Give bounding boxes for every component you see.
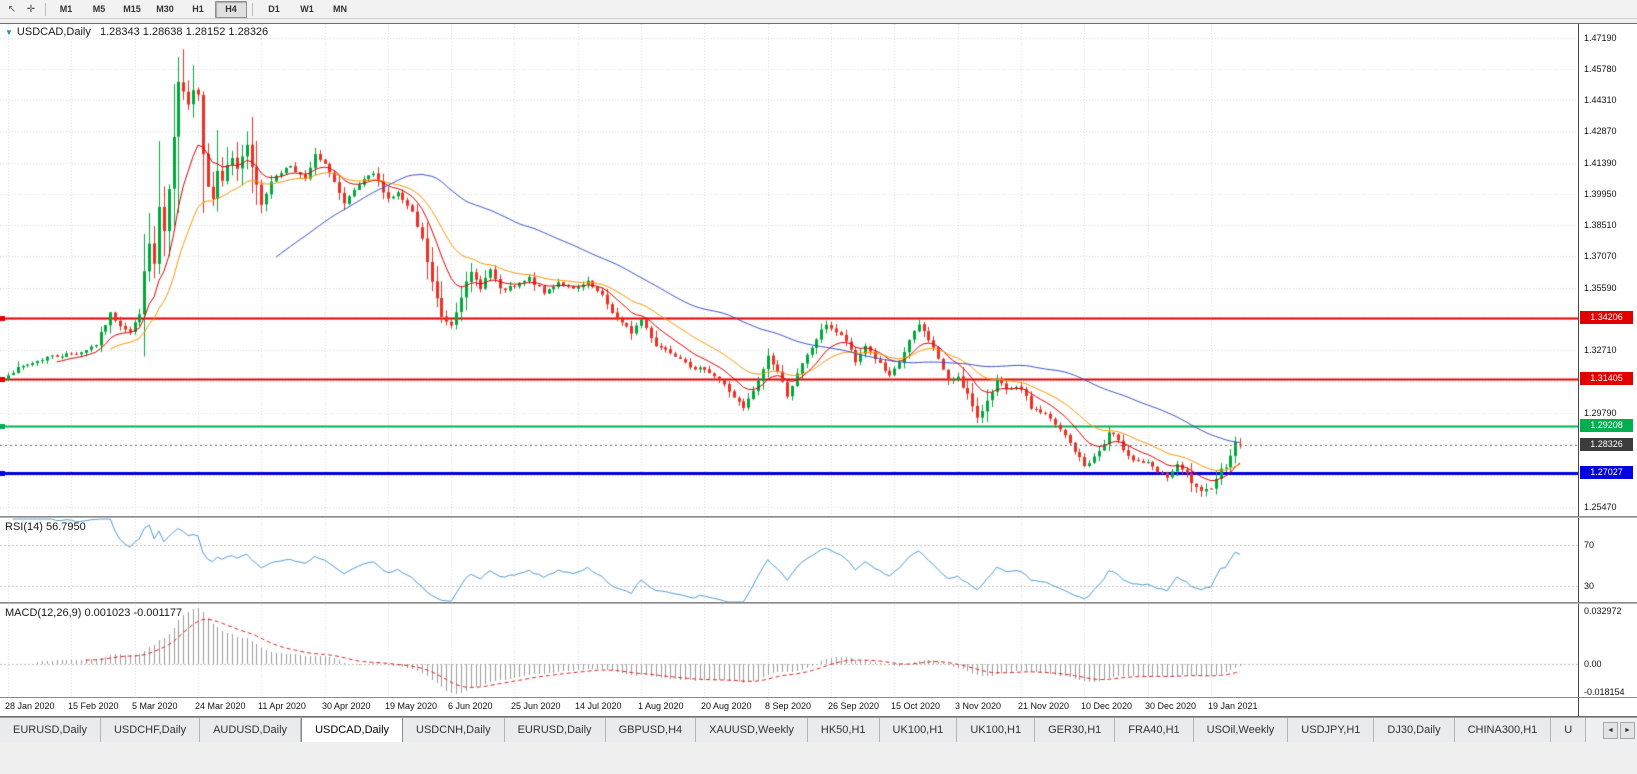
- macd-current-values: 0.001023 -0.001177: [84, 607, 183, 619]
- timeframe-button-m5[interactable]: M5: [92, 4, 106, 14]
- date-tick-label: 30 Dec 2020: [1145, 701, 1197, 711]
- price-axis[interactable]: 1.47190 1.45780 1.44310 1.42870 1.41390 1.399…: [1578, 24, 1635, 716]
- chart-tab-gbpusd-h4[interactable]: GBPUSD,H4: [605, 718, 697, 742]
- price-tick-label: 1.39950: [1584, 189, 1617, 199]
- tab-scroll-buttons: ◄ ►: [1603, 722, 1635, 739]
- date-tick-label: 28 Jan 2020: [5, 701, 55, 711]
- date-tick-label: 6 Jun 2020: [448, 701, 493, 711]
- timeframe-button-m1[interactable]: M1: [59, 4, 73, 14]
- price-tick-label: 1.32710: [1584, 345, 1617, 355]
- current-price-tag: 1.28326: [1580, 438, 1633, 451]
- chart-tab-uk100-h1[interactable]: UK100,H1: [879, 718, 958, 742]
- date-tick-label: 19 May 2020: [385, 701, 438, 711]
- date-tick-label: 3 Nov 2020: [955, 701, 1002, 711]
- date-tick-label: 5 Mar 2020: [132, 701, 178, 711]
- price-tick-label: 1.41390: [1584, 158, 1617, 168]
- date-tick-label: 15 Oct 2020: [891, 701, 941, 711]
- price-tick-label: 1.29790: [1584, 408, 1617, 418]
- crosshair-icon[interactable]: ✛: [26, 3, 36, 15]
- date-tick-label: 10 Dec 2020: [1081, 701, 1133, 711]
- macd-min-label: -0.018154: [1584, 687, 1625, 697]
- tab-scroll-right-button[interactable]: ►: [1620, 722, 1635, 739]
- date-tick-label: 11 Apr 2020: [258, 701, 306, 711]
- price-chart-canvas[interactable]: [0, 24, 1578, 716]
- price-tick-label: 1.47190: [1584, 33, 1617, 43]
- timeframe-button-h4[interactable]: H4: [215, 0, 247, 18]
- chart-tab-eurusd-daily[interactable]: EURUSD,Daily: [0, 718, 101, 742]
- timeframe-button-w1[interactable]: W1: [300, 4, 314, 14]
- macd-max-label: 0.032972: [1584, 606, 1622, 616]
- date-tick-label: 30 Apr 2020: [322, 701, 371, 711]
- chart-title-symbol: USDCAD,Daily: [16, 26, 91, 38]
- timeframe-toolbar: ↖ ✛ M1 M5 M15 M30 H1 H4 D1 W1 MN: [0, 0, 1637, 19]
- chart-tab-hk50-h1[interactable]: HK50,H1: [807, 718, 880, 742]
- cursor-icon[interactable]: ↖: [7, 3, 17, 15]
- date-tick-label: 20 Aug 2020: [701, 701, 752, 711]
- date-tick-label: 24 Mar 2020: [195, 701, 246, 711]
- date-tick-label: 14 Jul 2020: [575, 701, 622, 711]
- pane-separator[interactable]: [0, 602, 1637, 604]
- chart-tab-usoil-weekly[interactable]: USOil,Weekly: [1193, 718, 1289, 742]
- rsi-level-label: 30: [1584, 581, 1595, 591]
- chart-window: ▼ USDCAD,Daily 1.28343 1.28638 1.28152 1.…: [0, 23, 1637, 717]
- chart-tab-usdchf-daily[interactable]: USDCHF,Daily: [100, 718, 201, 742]
- chart-tab-audusd-daily[interactable]: AUDUSD,Daily: [200, 718, 302, 742]
- price-tick-label: 1.44310: [1584, 95, 1617, 105]
- chart-title: ▼ USDCAD,Daily 1.28343 1.28638 1.28152 1.…: [5, 26, 268, 38]
- chart-tab-xauusd-weekly[interactable]: XAUUSD,Weekly: [696, 718, 808, 742]
- chart-tab-usdcad-daily[interactable]: USDCAD,Daily: [301, 718, 404, 742]
- date-tick-label: 8 Sep 2020: [765, 701, 812, 711]
- macd-indicator-label: MACD(12,26,9) 0.001023 -0.001177: [5, 607, 182, 619]
- rsi-name: RSI(14): [5, 521, 43, 533]
- price-tick-label: 1.25470: [1584, 502, 1617, 512]
- resistance-line-lower-tag: 1.31405: [1580, 372, 1633, 385]
- chart-tab-uk100-h1[interactable]: UK100,H1: [957, 718, 1036, 742]
- tab-scroll-left-button[interactable]: ◄: [1603, 722, 1618, 739]
- price-tick-label: 1.35590: [1584, 283, 1617, 293]
- chart-title-quotes: 1.28343 1.28638 1.28152 1.28326: [99, 26, 269, 38]
- timeframe-button-h1[interactable]: H1: [192, 4, 204, 14]
- price-tick-label: 1.42870: [1584, 126, 1617, 136]
- timeframe-button-mn[interactable]: MN: [333, 4, 347, 14]
- toolbar-separator: [252, 2, 253, 16]
- tab-list: EURUSD,Daily USDCHF,Daily AUDUSD,Daily USDC…: [0, 718, 1637, 742]
- chart-tab-eurusd-daily[interactable]: EURUSD,Daily: [504, 718, 606, 742]
- price-tick-label: 1.37070: [1584, 251, 1617, 261]
- chart-tab-fra40-h1[interactable]: FRA40,H1: [1115, 718, 1194, 742]
- timeframe-button-m30[interactable]: M30: [156, 4, 174, 14]
- rsi-current-value: 56.7950: [45, 521, 86, 533]
- price-tick-label: 1.45780: [1584, 64, 1617, 74]
- support-line-green-tag: 1.29208: [1580, 419, 1633, 432]
- timeframe-buttons: M1 M5 M15 M30 H1 H4 D1 W1 MN: [50, 0, 356, 18]
- status-bar: [0, 742, 1637, 774]
- date-axis-separator: [0, 697, 1637, 698]
- chart-tab-u[interactable]: U: [1551, 718, 1587, 742]
- macd-name: MACD(12,26,9): [5, 607, 82, 619]
- toolbar-separator: [45, 2, 46, 16]
- date-tick-label: 25 Jun 2020: [511, 701, 561, 711]
- date-tick-label: 1 Aug 2020: [638, 701, 684, 711]
- chart-tab-bar: EURUSD,Daily USDCHF,Daily AUDUSD,Daily USDC…: [0, 717, 1637, 742]
- date-tick-label: 15 Feb 2020: [68, 701, 119, 711]
- timeframe-button-m15[interactable]: M15: [123, 4, 141, 14]
- chart-tab-usdcnh-daily[interactable]: USDCNH,Daily: [403, 718, 505, 742]
- date-tick-label: 19 Jan 2021: [1208, 701, 1258, 711]
- chart-tab-ger30-h1[interactable]: GER30,H1: [1035, 718, 1116, 742]
- timeframe-button-d1[interactable]: D1: [268, 4, 280, 14]
- chart-symbol-icon: ▼: [5, 28, 13, 37]
- price-tick-label: 1.38510: [1584, 220, 1617, 230]
- date-tick-label: 26 Sep 2020: [828, 701, 880, 711]
- chart-tab-china300-h1[interactable]: CHINA300,H1: [1454, 718, 1552, 742]
- rsi-level-label: 70: [1584, 540, 1595, 550]
- chart-tab-usdjpy-h1[interactable]: USDJPY,H1: [1288, 718, 1375, 742]
- resistance-line-upper-tag: 1.34206: [1580, 311, 1633, 324]
- support-line-blue-tag: 1.27027: [1580, 466, 1633, 479]
- rsi-indicator-label: RSI(14) 56.7950: [5, 521, 86, 533]
- pane-separator[interactable]: [0, 516, 1637, 518]
- chart-tab-dj30-daily[interactable]: DJ30,Daily: [1374, 718, 1455, 742]
- date-tick-label: 21 Nov 2020: [1018, 701, 1070, 711]
- macd-zero-label: 0.00: [1584, 659, 1602, 669]
